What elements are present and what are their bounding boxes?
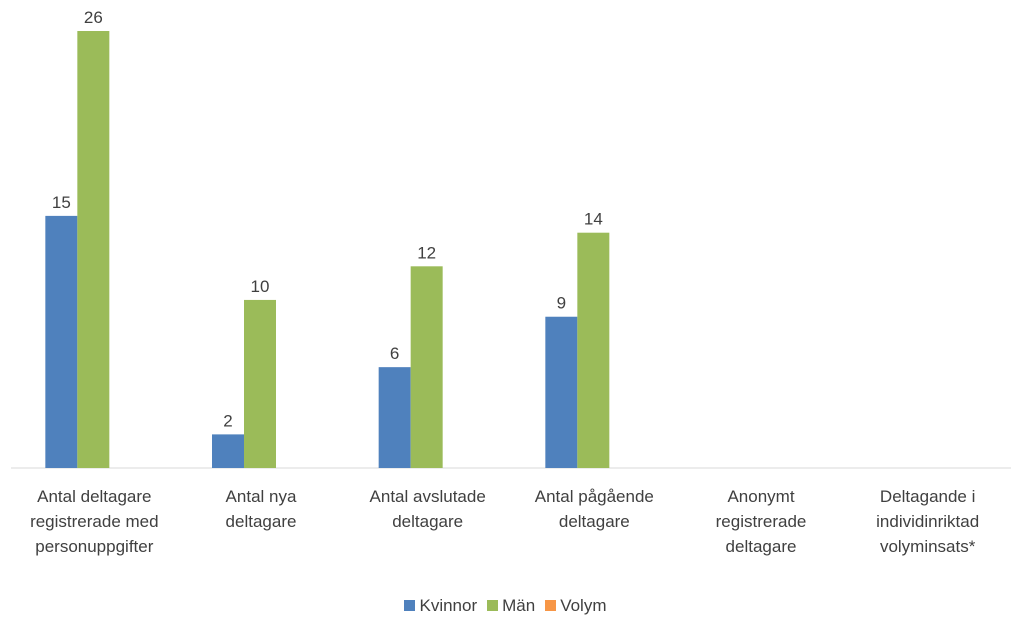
legend-label: Volym (560, 596, 607, 615)
bar (378, 367, 411, 468)
bar (77, 31, 110, 468)
x-tick-label: Antal pågående deltagare (534, 487, 654, 531)
legend-swatch (487, 600, 499, 611)
data-label: 2 (223, 411, 232, 430)
bar (244, 299, 276, 468)
legend: Kvinnor Män Volym (0, 596, 1011, 616)
bar (212, 434, 244, 468)
legend-item: Kvinnor (404, 596, 477, 616)
legend-label: Män (502, 596, 536, 615)
bar (545, 316, 578, 468)
data-label: 14 (584, 210, 603, 229)
data-label: 6 (390, 344, 399, 363)
legend-label: Kvinnor (419, 596, 478, 615)
x-tick-label: Antal avslutade deltagare (369, 487, 486, 531)
bar (410, 266, 443, 468)
x-tick-label: Anonymt registrerade deltagare (715, 487, 807, 556)
bar (45, 215, 78, 468)
x-tick-label: Deltagande i individinriktad volyminsats… (876, 487, 980, 556)
data-label: 15 (52, 193, 71, 212)
x-tick-label: Antal nya deltagare (225, 487, 297, 531)
legend-swatch (545, 600, 557, 611)
x-tick-label: Antal deltagare registrerade med personu… (30, 487, 159, 556)
legend-swatch (404, 600, 416, 611)
data-label: 9 (557, 294, 566, 313)
data-label: 12 (417, 243, 436, 262)
legend-item: Män (487, 596, 535, 616)
bar (577, 232, 610, 468)
legend-item: Volym (545, 596, 607, 616)
data-label: 26 (84, 8, 103, 27)
data-label: 10 (251, 277, 270, 296)
